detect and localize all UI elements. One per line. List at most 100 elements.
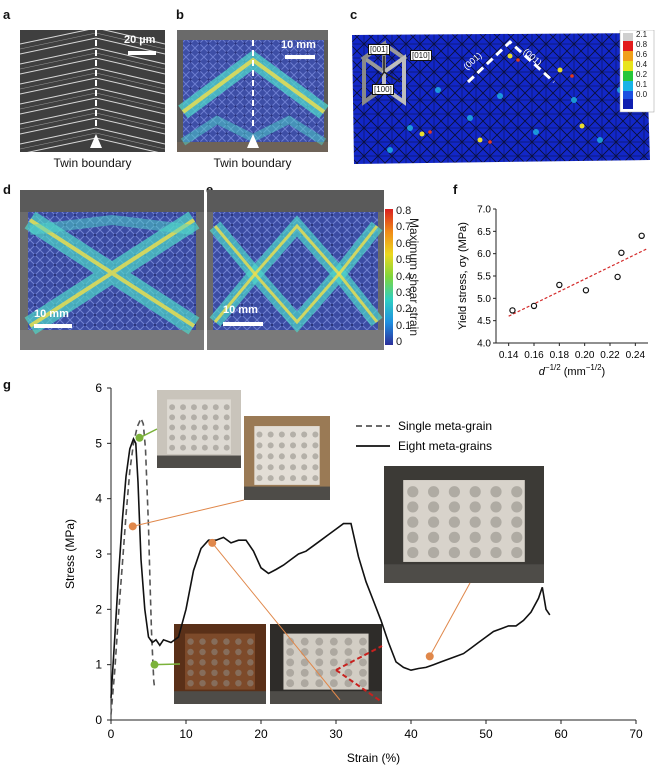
inset-eight-mid-cell — [490, 501, 502, 513]
inset-eight-mid-cell — [469, 531, 481, 543]
colorbar-c-tick: 0.6 — [636, 50, 648, 59]
inset-single-start-cell — [223, 434, 230, 441]
g-orange-connector — [211, 542, 341, 701]
inset-eight-mid-cell — [490, 546, 502, 559]
inset-single-start-cell — [180, 404, 186, 411]
g-series-line — [110, 436, 551, 698]
inset-single-end-cell — [235, 669, 242, 677]
simulation-c-image — [352, 30, 655, 164]
inset-eight-start-cell — [290, 464, 297, 471]
inset-eight-mid-cell — [469, 501, 481, 513]
inset-single-end-cell — [187, 679, 194, 687]
colorbar-e-tick: 0.1 — [396, 319, 412, 332]
inset-eight-start-cell — [301, 442, 308, 449]
inset-eight-start-cell — [256, 475, 263, 482]
g-y-tick-label: 2 — [95, 602, 102, 616]
inset-eight-mid-cell — [511, 501, 523, 513]
arrow-up-icon — [247, 134, 259, 148]
g-y-tick-label: 5 — [95, 436, 102, 450]
photo-d-image — [20, 190, 204, 350]
colorbar-e — [385, 209, 393, 345]
inset-single-start-cell — [191, 424, 197, 431]
f-x-tick-label: 0.24 — [626, 350, 646, 361]
scale-bar-d — [34, 324, 72, 328]
scale-label-e: 10 mm — [223, 304, 258, 316]
inset-eight-start-cell — [301, 464, 308, 471]
inset-single-start-cell — [191, 444, 197, 451]
inset-eight-start-cell — [312, 431, 319, 438]
inset-eight-mid-cell — [428, 501, 440, 513]
g-x-label: Strain (%) — [347, 751, 400, 765]
inset-eight-mid-platen — [384, 564, 544, 583]
inset-eight-end-cell — [300, 648, 309, 656]
inset-single-start-cell — [169, 404, 176, 411]
f-x-label: d−1/2 (mm−1/2) — [539, 363, 605, 378]
inset-single-start-cell — [223, 414, 230, 421]
scale-bar-a — [128, 51, 156, 55]
inset-eight-start-cell — [290, 442, 297, 449]
inset-single-start-cell — [201, 444, 208, 451]
inset-eight-start-cell — [301, 475, 308, 482]
inset-single-start-cell — [212, 414, 219, 421]
inset-eight-start-cell — [301, 453, 308, 460]
g-x-tick-label: 40 — [404, 727, 418, 741]
inset-eight-mid-cell — [490, 531, 502, 543]
inset-eight-end-cell — [329, 679, 338, 688]
f-data-point — [638, 232, 645, 240]
inset-eight-mid-cell — [469, 546, 481, 559]
panel-label-e: e — [206, 182, 213, 197]
inset-eight-end-cell — [344, 679, 353, 688]
photo-b: 10 mm — [177, 30, 328, 152]
g-legend-label-eight: Eight meta-grains — [398, 439, 492, 453]
g-y-label: Stress (MPa) — [63, 519, 77, 589]
f-y-tick-label: 4.5 — [477, 316, 491, 327]
inset-eight-end-cell — [315, 679, 324, 688]
g-legend-label-single: Single meta-grain — [398, 419, 492, 433]
f-data-point — [614, 273, 621, 281]
caption-a: Twin boundary — [53, 156, 132, 170]
inset-eight-mid-cell — [490, 486, 502, 498]
inset-single-end-cell — [187, 638, 194, 645]
inset-single-start-platen — [157, 455, 241, 468]
inset-single-start-cell — [223, 444, 230, 451]
inset-eight-start-cell — [278, 442, 285, 449]
colorbar-c-tick: 2.1 — [636, 30, 648, 39]
f-fit-line — [508, 247, 649, 317]
inset-eight-end-cell — [286, 679, 295, 688]
inset-eight-start-cell — [278, 464, 285, 471]
f-y-tick-label: 5.5 — [477, 272, 491, 283]
inset-single-end-specimen — [185, 633, 255, 690]
colorbar-e-title: Maximum shear strain — [407, 217, 421, 337]
inset-eight-end-cell — [286, 668, 295, 677]
inset-eight-mid-cell — [407, 546, 419, 559]
inset-single-end-platen — [174, 691, 266, 704]
inset-eight-end-specimen — [283, 633, 369, 690]
micrograph-a-image — [20, 30, 165, 152]
inset-single-start-cell — [212, 444, 219, 451]
f-y-tick-label: 7.0 — [477, 205, 491, 216]
inset-eight-start-platen — [244, 486, 330, 500]
inset-single-end-cell — [223, 638, 230, 645]
colorbar-c-tick: 0.2 — [636, 70, 648, 79]
inset-single-end-cell — [211, 659, 218, 666]
inset-single-end-cell — [187, 669, 194, 677]
micrograph-a: 20 µm — [20, 30, 165, 152]
colorbar-e-tick: 0.6 — [396, 237, 412, 250]
f-x-tick-label: 0.20 — [575, 350, 595, 361]
f-x-tick-label: 0.22 — [600, 350, 620, 361]
inset-eight-end-cell — [300, 637, 309, 646]
inset-eight-end-cell — [359, 679, 367, 688]
g-orange-connector — [429, 582, 471, 657]
inset-single-end-cell — [247, 659, 254, 666]
f-data-point — [509, 307, 516, 314]
inset-single-start-cell — [212, 434, 219, 441]
inset-single-start-cell — [191, 414, 197, 421]
inset-single-start-cell — [201, 434, 208, 441]
panel-label-g: g — [3, 377, 11, 392]
inset-eight-end-cell — [286, 648, 295, 656]
inset-single-start-cell — [201, 414, 208, 421]
scale-label-a: 20 µm — [124, 34, 156, 46]
inset-eight-mid-cell — [448, 531, 460, 543]
inset-eight-start-cell — [267, 442, 274, 449]
simulation-c: [001] [010] [100] (001) (001) 2.1 0.8 0.… — [350, 30, 660, 167]
